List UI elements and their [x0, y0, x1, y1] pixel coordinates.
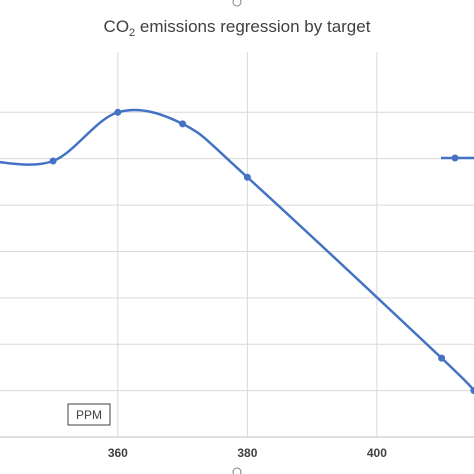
chart-title: CO2 emissions regression by target	[104, 17, 371, 39]
x-tick-label: 380	[237, 446, 257, 460]
x-tick-label: 400	[367, 446, 387, 460]
x-tick-label: 360	[108, 446, 128, 460]
chart-title-subscript: 2	[129, 27, 135, 39]
bottom-resize-handle[interactable]	[232, 467, 242, 474]
data-point	[49, 157, 57, 165]
data-point	[243, 173, 251, 181]
series-line	[0, 108, 474, 395]
chart-title-main: CO	[104, 17, 130, 36]
x-tick-labels: 360 380 400	[108, 446, 387, 460]
data-point	[470, 387, 474, 395]
legend-series-marker	[451, 154, 459, 162]
data-point	[179, 120, 187, 128]
ppm-annotation-label: PPM	[76, 408, 102, 422]
ppm-annotation: PPM	[67, 403, 111, 426]
ppm-annotation-box	[67, 403, 111, 426]
data-point	[114, 108, 122, 116]
series-path	[0, 108, 474, 392]
top-resize-handle[interactable]	[232, 0, 242, 7]
chart-title-rest: emissions regression by target	[135, 17, 371, 36]
gridlines	[0, 52, 474, 437]
data-point	[438, 354, 446, 362]
legend	[441, 154, 474, 162]
